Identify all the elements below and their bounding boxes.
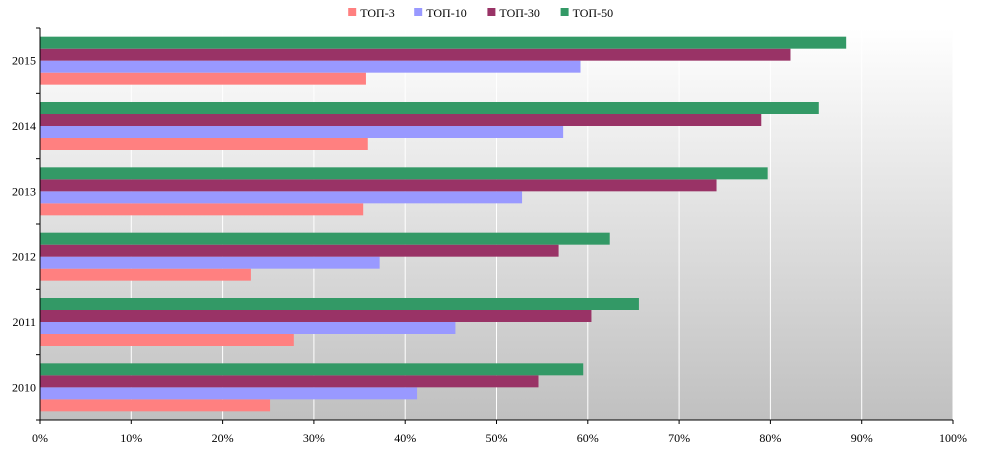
bar-ТОП-30-2010 [40,375,539,388]
x-tick-label: 40% [394,431,416,445]
bar-ТОП-50-2010 [40,363,584,376]
bar-ТОП-30-2012 [40,244,559,257]
legend-swatch-ТОП-30 [487,8,496,16]
bar-ТОП-50-2012 [40,232,610,245]
bar-ТОП-3-2010 [40,399,271,412]
bar-ТОП-10-2013 [40,191,523,204]
legend-swatch-ТОП-10 [414,8,423,16]
legend-label-ТОП-30: ТОП-30 [499,6,540,20]
bar-ТОП-10-2015 [40,60,581,73]
bars [40,36,847,412]
bar-ТОП-10-2012 [40,256,380,269]
bar-ТОП-3-2012 [40,268,251,281]
legend-label-ТОП-10: ТОП-10 [426,6,467,20]
x-tick-label: 30% [303,431,325,445]
bar-ТОП-30-2014 [40,114,762,126]
bar-ТОП-3-2013 [40,203,364,216]
x-tick-label: 50% [486,431,508,445]
y-tick-labels: 2010 2011 2012 2013 2014 2015 [12,54,36,395]
gridlines [130,28,954,420]
x-tick-label: 0% [32,431,48,445]
legend-label-ТОП-50: ТОП-50 [573,6,614,20]
bar-ТОП-30-2013 [40,179,717,192]
x-tick-label: 60% [577,431,599,445]
bar-ТОП-50-2014 [40,102,819,114]
x-tick-label: 10% [120,431,142,445]
y-tick-label: 2011 [12,315,36,329]
x-tick-labels: 0% 10% 20% 30% 40% 50% 60% 70% 80% 90% 100% [32,431,967,445]
bar-ТОП-10-2010 [40,387,418,400]
axes [36,27,954,424]
y-tick-label: 2012 [12,250,36,264]
bar-ТОП-50-2011 [40,298,639,310]
bar-ТОП-50-2013 [40,167,768,180]
bar-ТОП-3-2011 [40,334,294,346]
bar-ТОП-3-2015 [40,72,366,85]
legend-swatch-ТОП-50 [560,8,569,16]
bar-ТОП-30-2011 [40,310,592,322]
bar-ТОП-3-2014 [40,138,368,150]
bar-ТОП-50-2015 [40,36,847,49]
y-tick-label: 2013 [12,184,36,198]
bar-ТОП-10-2014 [40,126,564,138]
y-tick-label: 2010 [12,380,36,394]
x-tick-label: 90% [851,431,873,445]
legend-label-ТОП-3: ТОП-3 [360,6,395,20]
legend: ТОП-3 ТОП-10 ТОП-30 ТОП-50 [348,6,613,20]
x-tick-label: 20% [212,431,234,445]
y-tick-label: 2015 [12,54,36,68]
bar-ТОП-30-2015 [40,48,791,61]
bar-ТОП-10-2011 [40,322,456,334]
y-tick-label: 2014 [12,119,36,133]
x-tick-label: 100% [939,431,967,445]
x-tick-label: 70% [668,431,690,445]
x-tick-label: 80% [759,431,781,445]
legend-swatch-ТОП-3 [348,8,357,16]
